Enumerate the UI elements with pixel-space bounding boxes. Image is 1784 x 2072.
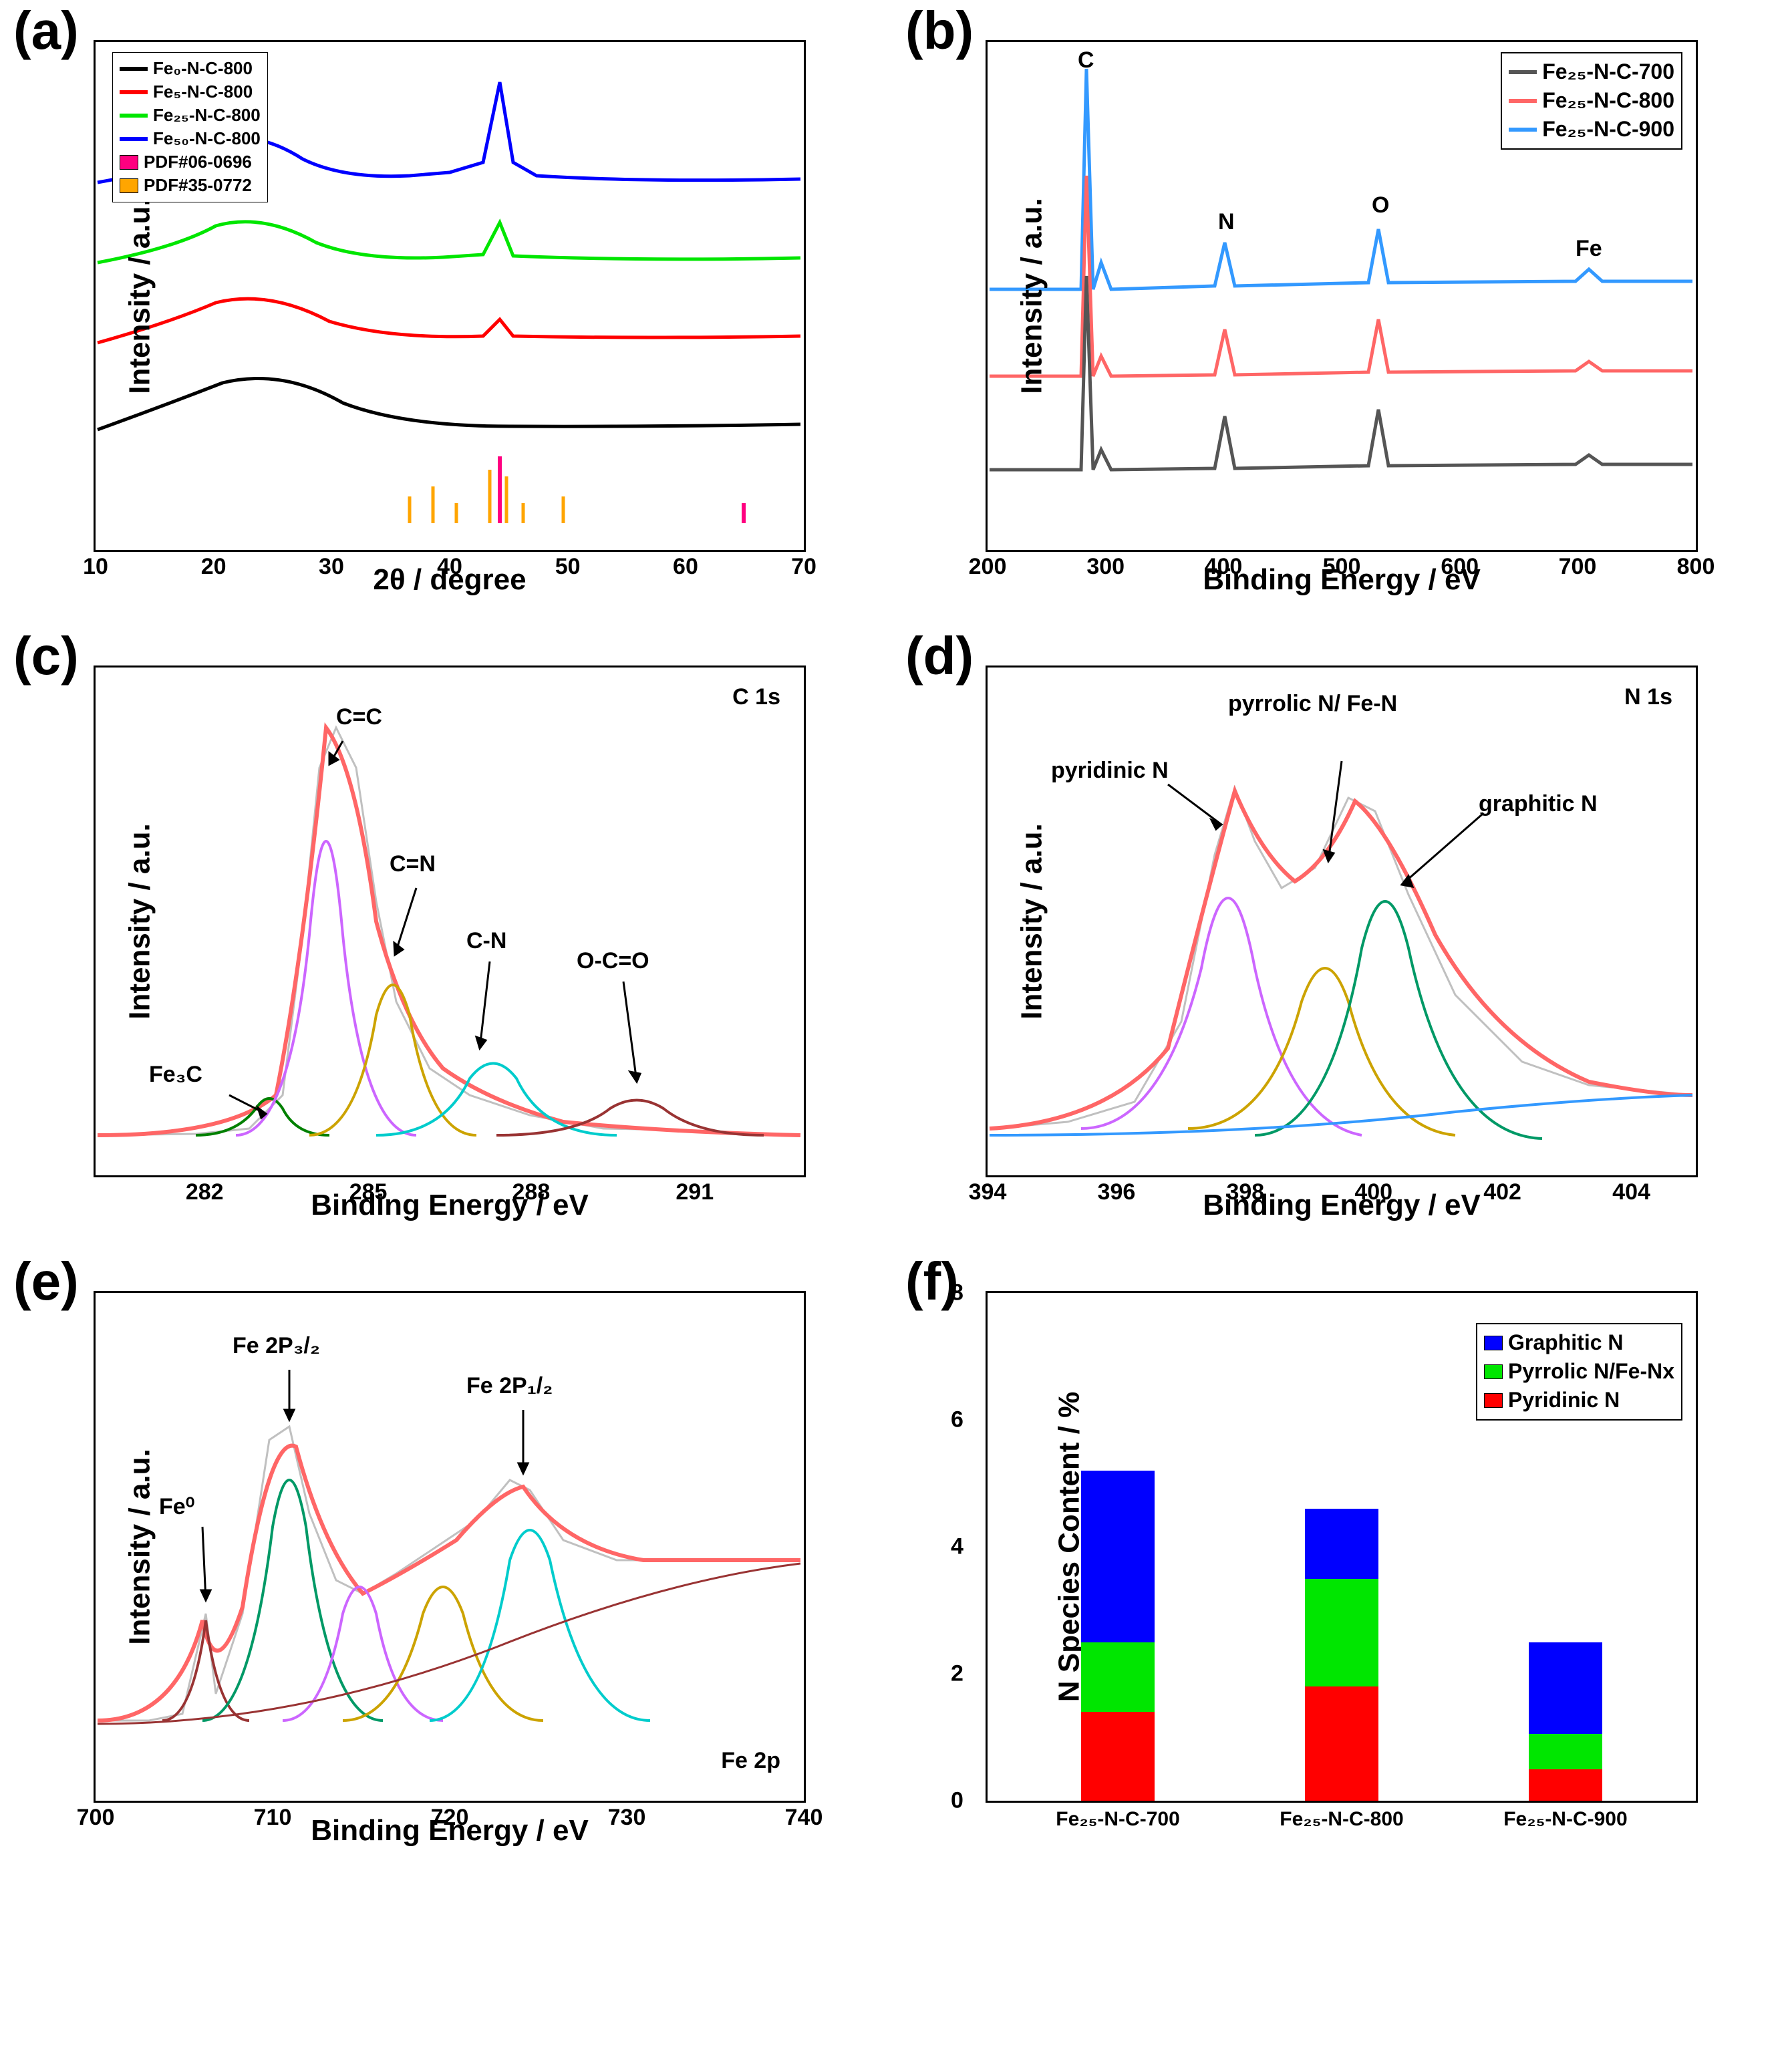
ylabel-d: Intensity / a.u. [1016, 823, 1049, 1019]
ann-cn2: C-N [466, 928, 506, 954]
leg-a-2: Fe₂₅-N-C-800 [153, 104, 261, 127]
panel-label-c: (c) [13, 625, 79, 687]
panel-d: (d) Intensity / a.u. Binding Energy / eV… [905, 639, 1771, 1244]
leg-a-0: Fe₀-N-C-800 [153, 57, 253, 80]
title-d: N 1s [1624, 684, 1672, 710]
title-c: C 1s [732, 684, 780, 710]
leg-a-1: Fe₅-N-C-800 [153, 80, 253, 104]
ann-cc: C=C [336, 704, 382, 730]
n1s-svg [988, 668, 1696, 1175]
ylabel-a: Intensity / a.u. [124, 198, 157, 394]
ylabel-b: Intensity / a.u. [1016, 198, 1049, 394]
chart-d: Intensity / a.u. Binding Energy / eV N 1… [986, 665, 1698, 1177]
panel-label-b: (b) [905, 0, 974, 61]
ylabel-e: Intensity / a.u. [124, 1449, 157, 1644]
legend-a: Fe₀-N-C-800 Fe₅-N-C-800 Fe₂₅-N-C-800 Fe₅… [112, 52, 268, 202]
chart-c: Intensity / a.u. Binding Energy / eV [94, 665, 806, 1177]
ann-fe2p32: Fe 2P₃/₂ [233, 1333, 320, 1359]
ann-fe3c: Fe₃C [149, 1062, 202, 1088]
ylabel-c: Intensity / a.u. [124, 823, 157, 1019]
leg-a-3: Fe₅₀-N-C-800 [153, 127, 261, 150]
leg-a-5: PDF#35-0772 [144, 174, 252, 197]
leg-a-4: PDF#06-0696 [144, 150, 252, 174]
c1s-svg [96, 668, 804, 1175]
ann-pyridinic: pyridinic N [1051, 758, 1169, 784]
chart-a: Intensity / a.u. 2θ / degree [94, 40, 806, 552]
chart-b: Intensity / a.u. Binding Energy / eV Fe₂… [986, 40, 1698, 552]
panel-f: (f) N Species Content / % 0 2 4 6 8 [905, 1264, 1771, 1870]
ann-fe2p12: Fe 2P₁/₂ [466, 1373, 553, 1399]
cat-700: Fe₂₅-N-C-700 [1056, 1808, 1179, 1831]
panel-label-a: (a) [13, 0, 79, 61]
bar-700 [1081, 1471, 1155, 1801]
leg-f-2: Pyridinic N [1508, 1386, 1620, 1415]
panel-c: (c) Intensity / a.u. Binding Energy / eV [13, 639, 879, 1244]
bar-800 [1305, 1509, 1378, 1801]
leg-f-1: Pyrrolic N/Fe-Nx [1508, 1357, 1674, 1386]
peak-n: N [1218, 209, 1235, 235]
panel-a: (a) Intensity / a.u. 2θ / degree [13, 13, 879, 619]
bar-900 [1529, 1642, 1602, 1801]
leg-b-2: Fe₂₅-N-C-900 [1542, 115, 1674, 144]
panel-e: (e) Intensity / a.u. Binding Energy / eV [13, 1264, 879, 1870]
peak-c: C [1078, 47, 1094, 73]
fe2p-svg [96, 1293, 804, 1801]
chart-f: N Species Content / % 0 2 4 6 8 [986, 1291, 1698, 1803]
panel-label-d: (d) [905, 625, 974, 687]
ann-cn1: C=N [390, 851, 436, 877]
ann-fe0: Fe⁰ [159, 1493, 194, 1520]
ann-pyrrolic: pyrrolic N/ Fe-N [1228, 691, 1397, 717]
leg-b-1: Fe₂₅-N-C-800 [1542, 86, 1674, 115]
leg-b-0: Fe₂₅-N-C-700 [1542, 57, 1674, 86]
legend-f: Graphitic N Pyrrolic N/Fe-Nx Pyridinic N [1476, 1323, 1682, 1421]
peak-fe: Fe [1576, 236, 1602, 262]
cat-800: Fe₂₅-N-C-800 [1280, 1808, 1403, 1831]
ann-graphitic: graphitic N [1479, 791, 1598, 817]
title-e: Fe 2p [721, 1748, 780, 1774]
peak-o: O [1372, 192, 1389, 218]
panel-b: (b) Intensity / a.u. Binding Energy / eV… [905, 13, 1771, 619]
ann-oco: O-C=O [577, 948, 649, 974]
leg-f-0: Graphitic N [1508, 1328, 1623, 1357]
legend-b: Fe₂₅-N-C-700 Fe₂₅-N-C-800 Fe₂₅-N-C-900 [1501, 52, 1682, 150]
cat-900: Fe₂₅-N-C-900 [1503, 1808, 1627, 1831]
panel-label-e: (e) [13, 1251, 79, 1312]
chart-e: Intensity / a.u. Binding Energy / eV Fe … [94, 1291, 806, 1803]
